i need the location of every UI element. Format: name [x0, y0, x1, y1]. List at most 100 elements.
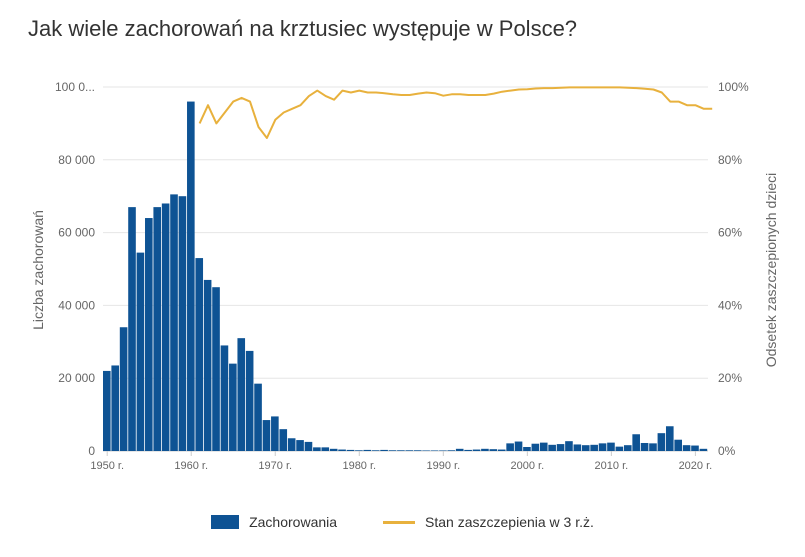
bar[interactable]: [691, 445, 699, 451]
x-tick-label: 2000 r.: [511, 460, 545, 472]
bar[interactable]: [371, 450, 380, 451]
bar[interactable]: [380, 449, 388, 451]
bar[interactable]: [531, 443, 540, 451]
bar[interactable]: [355, 450, 363, 451]
bar[interactable]: [699, 448, 708, 451]
bar[interactable]: [245, 350, 254, 451]
bar[interactable]: [153, 207, 162, 451]
bar[interactable]: [296, 440, 304, 451]
y-left-tick-label: 100 0...: [55, 80, 95, 94]
bar[interactable]: [271, 416, 279, 451]
bar[interactable]: [472, 449, 481, 451]
bar[interactable]: [623, 445, 632, 451]
bar[interactable]: [111, 365, 120, 451]
bar[interactable]: [321, 447, 330, 451]
bar[interactable]: [397, 450, 405, 451]
bar[interactable]: [195, 258, 204, 451]
y-right-tick-label: 100%: [718, 80, 749, 94]
bar[interactable]: [674, 439, 682, 451]
bar[interactable]: [581, 445, 590, 451]
chart-title: Jak wiele zachorowań na krztusiec występ…: [28, 16, 578, 41]
y-axis-right: 0% 20% 40% 60% 80% 100%: [718, 80, 749, 458]
bar[interactable]: [682, 445, 691, 451]
bar[interactable]: [447, 450, 456, 451]
bar[interactable]: [413, 450, 422, 451]
bar[interactable]: [506, 443, 514, 451]
bar[interactable]: [665, 426, 674, 451]
bar[interactable]: [598, 443, 607, 451]
bar[interactable]: [632, 434, 640, 451]
bar[interactable]: [363, 449, 372, 451]
bar[interactable]: [161, 203, 170, 451]
y-right-tick-label: 80%: [718, 153, 742, 167]
x-tick-label: 1990 r.: [426, 460, 460, 472]
bar[interactable]: [422, 450, 430, 451]
bar[interactable]: [119, 327, 128, 451]
bar[interactable]: [565, 441, 573, 451]
bar[interactable]: [607, 442, 615, 451]
bar[interactable]: [136, 252, 145, 451]
bar[interactable]: [455, 448, 464, 451]
bar[interactable]: [489, 449, 498, 451]
bar[interactable]: [178, 196, 187, 451]
legend-swatch-bars: [211, 515, 240, 529]
bar[interactable]: [439, 450, 447, 451]
y-left-tick-label: 40 000: [58, 298, 95, 312]
bar[interactable]: [539, 442, 548, 451]
bar[interactable]: [145, 218, 153, 451]
line-series-zaszczepienie: [198, 86, 713, 139]
x-tick-label: 1980 r.: [342, 460, 376, 472]
y-axis-left: 0 20 000 40 000 60 000 80 000 100 0...: [55, 80, 95, 458]
legend-item-bars[interactable]: Zachorowania: [211, 514, 337, 530]
legend-swatch-line: [383, 520, 416, 524]
x-axis: 1950 r. 1960 r. 1970 r. 1980 r. 1990 r. 2000 …: [90, 451, 712, 472]
x-tick-label: 1970 r.: [258, 460, 292, 472]
x-tick-label: 2020 r.: [679, 460, 713, 472]
bar[interactable]: [430, 450, 439, 451]
bar[interactable]: [287, 438, 296, 451]
bar[interactable]: [548, 444, 556, 451]
bar[interactable]: [279, 429, 288, 451]
bar[interactable]: [304, 441, 313, 451]
bar[interactable]: [254, 383, 262, 451]
bar[interactable]: [556, 444, 565, 451]
bar[interactable]: [170, 194, 178, 451]
bar[interactable]: [497, 449, 506, 451]
vaccination-line[interactable]: [198, 86, 713, 139]
bar[interactable]: [220, 345, 229, 451]
y-right-tick-label: 40%: [718, 298, 742, 312]
bar[interactable]: [338, 449, 346, 451]
bar[interactable]: [237, 338, 246, 451]
legend-label-bars: Zachorowania: [249, 514, 338, 530]
bar[interactable]: [313, 447, 321, 451]
chart-area: 0 20 000 40 000 60 000 80 000 100 0... 0% 20% 4…: [30, 80, 779, 472]
bar[interactable]: [128, 207, 136, 451]
y-left-tick-label: 0: [88, 444, 95, 458]
bar[interactable]: [103, 370, 111, 451]
bar[interactable]: [590, 444, 598, 451]
legend-item-line[interactable]: Stan zaszczepienia w 3 r.ż.: [383, 514, 594, 530]
bar[interactable]: [657, 433, 666, 451]
bar[interactable]: [640, 442, 649, 451]
bar[interactable]: [514, 441, 523, 451]
bar[interactable]: [346, 449, 355, 451]
legend-label-line: Stan zaszczepienia w 3 r.ż.: [425, 514, 594, 530]
bar[interactable]: [405, 450, 414, 451]
bar[interactable]: [481, 448, 489, 451]
bar[interactable]: [187, 101, 195, 451]
bar[interactable]: [649, 443, 657, 451]
y-left-tick-label: 60 000: [58, 226, 95, 240]
bar[interactable]: [203, 279, 212, 451]
bar[interactable]: [523, 446, 531, 451]
bar[interactable]: [615, 446, 624, 451]
bar[interactable]: [229, 363, 237, 451]
bar[interactable]: [329, 448, 338, 451]
bar[interactable]: [262, 420, 271, 451]
bar[interactable]: [573, 444, 582, 451]
y-left-tick-label: 80 000: [58, 153, 95, 167]
x-tick-label: 2010 r.: [595, 460, 629, 472]
bar[interactable]: [212, 287, 220, 451]
legend: Zachorowania Stan zaszczepienia w 3 r.ż.: [0, 514, 805, 530]
bar[interactable]: [388, 450, 397, 451]
bar[interactable]: [464, 449, 472, 451]
